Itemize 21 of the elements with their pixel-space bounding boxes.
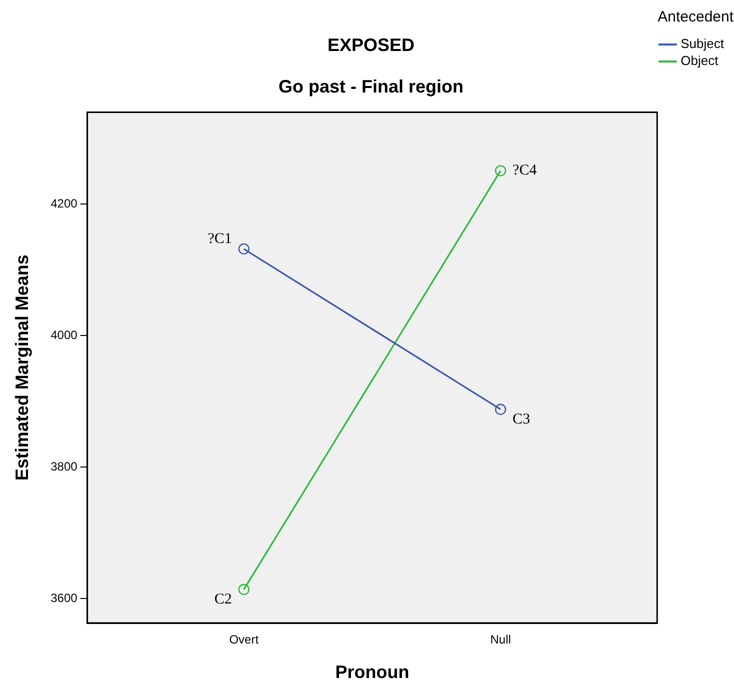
point bbox=[238, 584, 250, 596]
annotation: ?C4 bbox=[512, 162, 538, 179]
x-tick-label: Null bbox=[490, 632, 511, 647]
legend-title: Antecedent bbox=[658, 8, 734, 26]
legend-label: Subject bbox=[680, 36, 724, 52]
x-axis-title: Pronoun bbox=[335, 662, 410, 682]
annotation: C2 bbox=[214, 591, 232, 608]
y-tick-label: 4000 bbox=[50, 328, 78, 342]
point bbox=[494, 404, 506, 415]
point bbox=[238, 243, 250, 255]
y-tick-label: 3600 bbox=[50, 590, 78, 605]
chart-subtitle: Go past - Final region bbox=[278, 76, 464, 96]
y-tick-label: 4200 bbox=[50, 196, 78, 211]
y-tick-label: 3800 bbox=[50, 460, 78, 474]
annotation: ?C1 bbox=[208, 230, 232, 247]
legend-label: Object bbox=[680, 53, 719, 68]
y-axis-title: Estimated Marginal Means bbox=[12, 254, 32, 481]
annotation: C3 bbox=[512, 411, 530, 428]
chart-title: EXPOSED bbox=[327, 34, 415, 55]
x-tick-label: Overt bbox=[229, 632, 260, 647]
point bbox=[494, 165, 506, 176]
